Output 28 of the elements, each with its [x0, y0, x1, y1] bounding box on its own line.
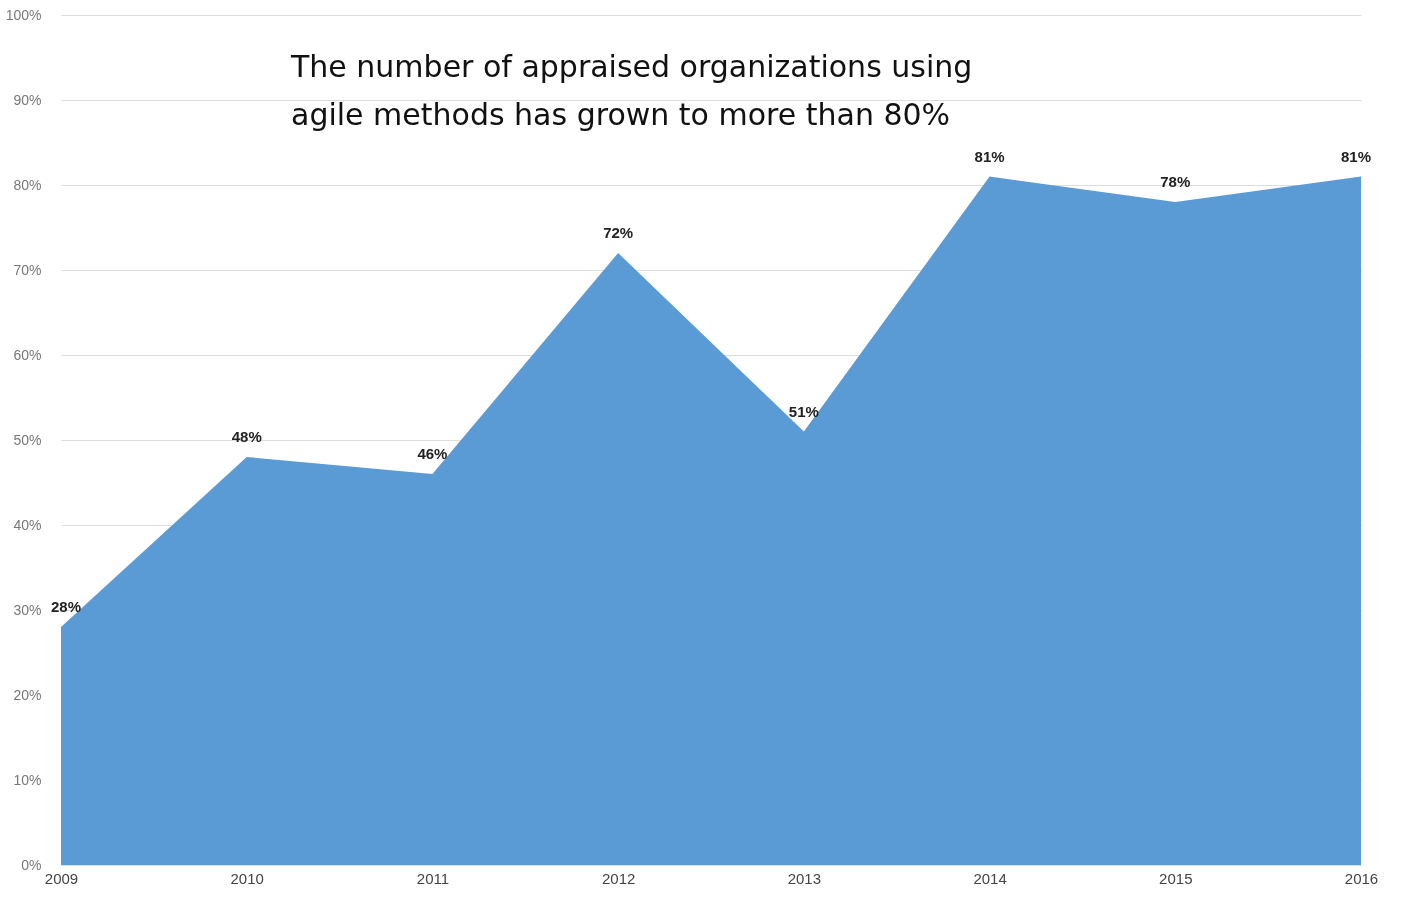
x-tick-label: 2010	[230, 869, 264, 887]
data-label: 78%	[1160, 173, 1191, 190]
y-tick-label: 90%	[13, 91, 42, 108]
y-tick-label: 60%	[13, 346, 42, 363]
annotation: The number of appraised organizations using agile methods has grown to more than 80%	[290, 49, 973, 132]
y-tick-label: 70%	[13, 261, 42, 278]
x-tick-label: 2012	[601, 869, 636, 887]
x-tick-label: 2014	[973, 869, 1007, 887]
data-label: 48%	[231, 428, 262, 445]
y-tick-label: 80%	[13, 176, 42, 193]
data-label: 28%	[51, 598, 82, 615]
data-label: 81%	[974, 147, 1005, 165]
y-tick-label: 100%	[5, 6, 42, 23]
data-label: 46%	[417, 445, 448, 462]
y-tick-label: 30%	[13, 601, 42, 618]
y-tick-label: 0%	[21, 856, 42, 873]
x-tick-label: 2011	[416, 869, 450, 887]
y-tick-label: 10%	[13, 771, 42, 788]
data-label: 72%	[603, 224, 634, 241]
y-tick-label: 40%	[13, 516, 42, 533]
x-tick-label: 2015	[1159, 869, 1193, 887]
x-tick-label: 2016	[1344, 869, 1379, 887]
x-tick-label: 2013	[787, 869, 822, 887]
x-tick-label: 2009	[44, 869, 79, 887]
data-label: 81%	[1340, 147, 1371, 165]
y-tick-label: 20%	[13, 686, 42, 703]
y-tick-label: 50%	[13, 431, 42, 448]
data-label: 51%	[788, 402, 819, 420]
